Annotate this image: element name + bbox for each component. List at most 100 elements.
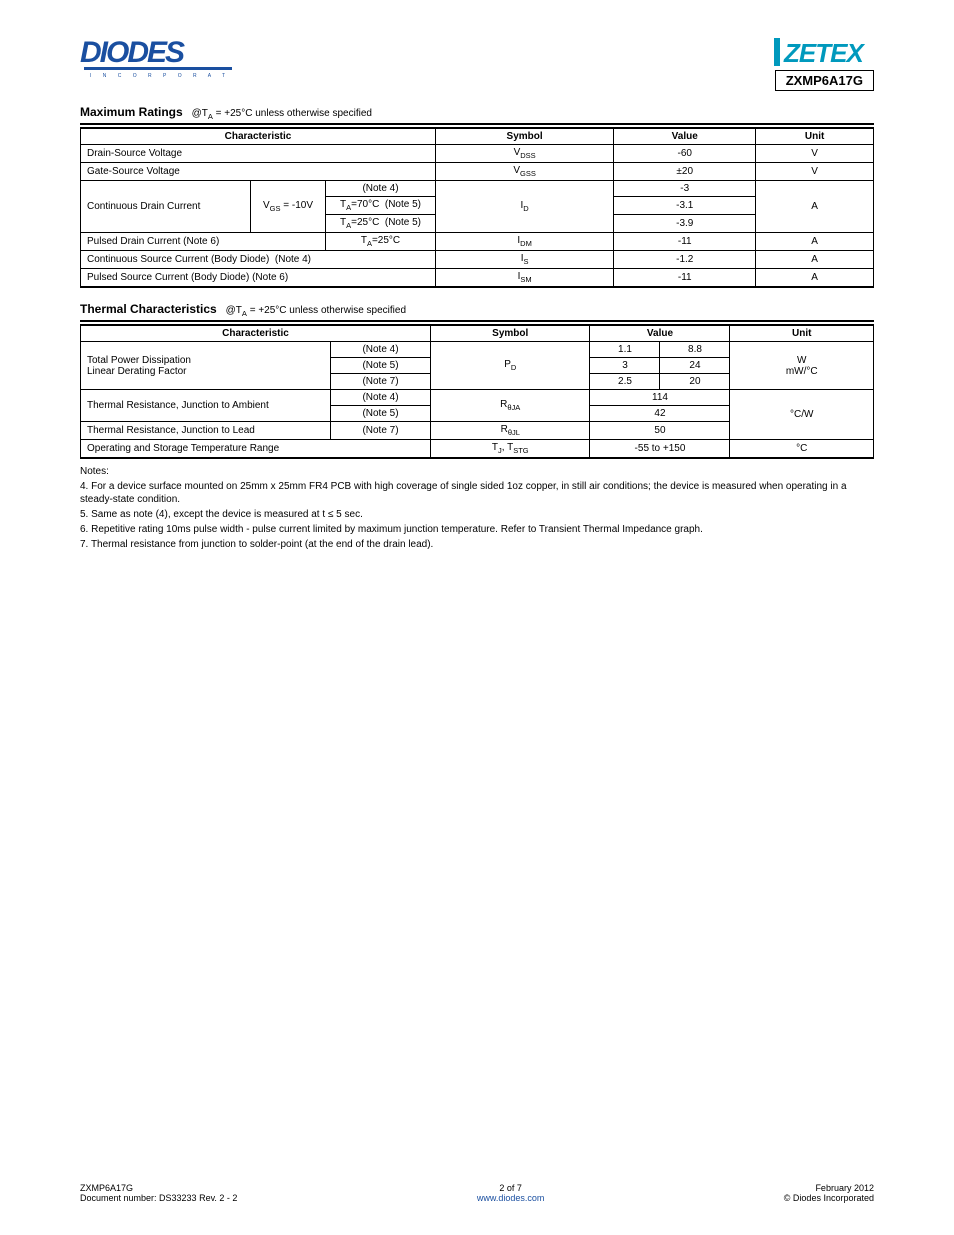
footer-text: Document number: DS33233 Rev. 2 - 2 bbox=[80, 1193, 237, 1203]
table-row: Total Power Dissipation Linear Derating … bbox=[81, 342, 874, 358]
note-5: 5. Same as note (4), except the device i… bbox=[80, 508, 874, 521]
max-ratings-table: Characteristic Symbol Value Unit Drain-S… bbox=[80, 127, 874, 288]
cell: °C bbox=[730, 440, 874, 459]
footer-center: 2 of 7 www.diodes.com bbox=[477, 1183, 545, 1203]
cell: A bbox=[756, 269, 874, 288]
cell: (Note 7) bbox=[331, 374, 431, 390]
cell: 8.8 bbox=[660, 342, 730, 358]
section-title-max-ratings: Maximum Ratings @TA = +25°C unless other… bbox=[80, 105, 874, 125]
table-row: Pulsed Source Current (Body Diode) (Note… bbox=[81, 269, 874, 288]
cell: 50 bbox=[590, 422, 730, 440]
section-title-text: Maximum Ratings bbox=[80, 105, 183, 119]
section-title-text: Thermal Characteristics bbox=[80, 302, 217, 316]
cell: A bbox=[756, 181, 874, 233]
cell: Drain-Source Voltage bbox=[81, 145, 436, 163]
cell: Thermal Resistance, Junction to Lead bbox=[81, 422, 331, 440]
zetex-logo-wrap: ZETEX ZXMP6A17G bbox=[774, 36, 874, 91]
svg-text:I N C O R P O R A T E D: I N C O R P O R A T E D bbox=[90, 73, 235, 79]
cell: -60 bbox=[614, 145, 756, 163]
cell: 1.1 bbox=[590, 342, 660, 358]
cell: Thermal Resistance, Junction to Ambient bbox=[81, 390, 331, 422]
cell: IS bbox=[436, 251, 614, 269]
col-value: Value bbox=[614, 128, 756, 145]
cell: °C/W bbox=[730, 390, 874, 440]
col-unit: Unit bbox=[756, 128, 874, 145]
footer-text: ZXMP6A17G bbox=[80, 1183, 237, 1193]
col-characteristic: Characteristic bbox=[81, 325, 431, 342]
cell: Gate-Source Voltage bbox=[81, 163, 436, 181]
cell: ID bbox=[436, 181, 614, 233]
table-row: Gate-Source Voltage VGSS ±20 V bbox=[81, 163, 874, 181]
cell: TA=70°C (Note 5) bbox=[326, 197, 436, 215]
cell: TA=25°C (Note 5) bbox=[326, 215, 436, 233]
table-header-row: Characteristic Symbol Value Unit bbox=[81, 325, 874, 342]
diodes-logo: DIODES I N C O R P O R A T E D bbox=[80, 36, 235, 83]
note-4: 4. For a device surface mounted on 25mm … bbox=[80, 480, 874, 506]
cell: RθJL bbox=[431, 422, 590, 440]
col-symbol: Symbol bbox=[436, 128, 614, 145]
table-header-row: Characteristic Symbol Value Unit bbox=[81, 128, 874, 145]
cell: (Note 4) bbox=[331, 390, 431, 406]
notes-header: Notes: bbox=[80, 465, 874, 478]
footer-link[interactable]: www.diodes.com bbox=[477, 1193, 545, 1203]
cell: PD bbox=[431, 342, 590, 390]
footer-text: 2 of 7 bbox=[477, 1183, 545, 1193]
note-7: 7. Thermal resistance from junction to s… bbox=[80, 538, 874, 551]
table-row: Pulsed Drain Current (Note 6) TA=25°C ID… bbox=[81, 233, 874, 251]
section-subtitle-text: @TA = +25°C unless otherwise specified bbox=[220, 305, 406, 316]
page-header: DIODES I N C O R P O R A T E D ZETEX ZXM… bbox=[80, 36, 874, 91]
col-value: Value bbox=[590, 325, 730, 342]
cell: V bbox=[756, 145, 874, 163]
table-row: Continuous Drain Current VGS = -10V (Not… bbox=[81, 181, 874, 197]
cell: -3 bbox=[614, 181, 756, 197]
cell: 114 bbox=[590, 390, 730, 406]
page-footer: ZXMP6A17G Document number: DS33233 Rev. … bbox=[80, 1183, 874, 1203]
notes-block: Notes: 4. For a device surface mounted o… bbox=[80, 465, 874, 551]
cell: A bbox=[756, 233, 874, 251]
cell: -1.2 bbox=[614, 251, 756, 269]
cell: Operating and Storage Temperature Range bbox=[81, 440, 431, 459]
part-number-box: ZXMP6A17G bbox=[775, 70, 874, 91]
cell: W mW/°C bbox=[730, 342, 874, 390]
cell: VGS = -10V bbox=[251, 181, 326, 233]
cell: ±20 bbox=[614, 163, 756, 181]
cell: VDSS bbox=[436, 145, 614, 163]
cell: -11 bbox=[614, 269, 756, 288]
footer-text: © Diodes Incorporated bbox=[784, 1193, 874, 1203]
cell: 20 bbox=[660, 374, 730, 390]
cell: -11 bbox=[614, 233, 756, 251]
cell: TA=25°C bbox=[326, 233, 436, 251]
cell: RθJA bbox=[431, 390, 590, 422]
table-row: Continuous Source Current (Body Diode) (… bbox=[81, 251, 874, 269]
cell: 2.5 bbox=[590, 374, 660, 390]
cell: 42 bbox=[590, 406, 730, 422]
cell: (Note 5) bbox=[331, 358, 431, 374]
cell: Pulsed Source Current (Body Diode) (Note… bbox=[81, 269, 436, 288]
table-row: Drain-Source Voltage VDSS -60 V bbox=[81, 145, 874, 163]
cell: Continuous Drain Current bbox=[81, 181, 251, 233]
cell: Total Power Dissipation Linear Derating … bbox=[81, 342, 331, 390]
cell: (Note 7) bbox=[331, 422, 431, 440]
cell: (Note 4) bbox=[331, 342, 431, 358]
table-row: Thermal Resistance, Junction to Ambient … bbox=[81, 390, 874, 406]
section-title-thermal: Thermal Characteristics @TA = +25°C unle… bbox=[80, 302, 874, 322]
col-unit: Unit bbox=[730, 325, 874, 342]
cell: ISM bbox=[436, 269, 614, 288]
cell: (Note 5) bbox=[331, 406, 431, 422]
footer-right: February 2012 © Diodes Incorporated bbox=[784, 1183, 874, 1203]
note-6: 6. Repetitive rating 10ms pulse width - … bbox=[80, 523, 874, 536]
cell: V bbox=[756, 163, 874, 181]
cell: 3 bbox=[590, 358, 660, 374]
cell: (Note 4) bbox=[326, 181, 436, 197]
cell: TJ, TSTG bbox=[431, 440, 590, 459]
col-symbol: Symbol bbox=[431, 325, 590, 342]
svg-text:DIODES: DIODES bbox=[80, 36, 185, 69]
cell: A bbox=[756, 251, 874, 269]
cell: -55 to +150 bbox=[590, 440, 730, 459]
footer-text: February 2012 bbox=[784, 1183, 874, 1193]
cell: -3.1 bbox=[614, 197, 756, 215]
thermal-table: Characteristic Symbol Value Unit Total P… bbox=[80, 324, 874, 459]
cell: Pulsed Drain Current (Note 6) bbox=[81, 233, 326, 251]
cell: VGSS bbox=[436, 163, 614, 181]
cell: Continuous Source Current (Body Diode) (… bbox=[81, 251, 436, 269]
